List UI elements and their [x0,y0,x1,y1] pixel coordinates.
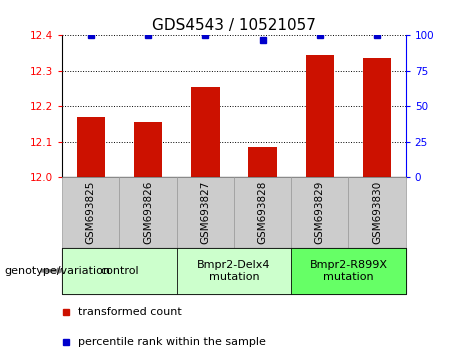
Bar [191,87,219,177]
Text: GSM693827: GSM693827 [201,181,210,244]
Bar [234,177,291,248]
Bar [363,58,391,177]
Text: transformed count: transformed count [78,307,182,317]
Bar [134,122,162,177]
Text: GSM693830: GSM693830 [372,181,382,244]
Bar [77,117,105,177]
Text: Bmpr2-Delx4
mutation: Bmpr2-Delx4 mutation [197,260,271,282]
Bar [62,177,119,248]
Text: GSM693829: GSM693829 [315,181,325,244]
Text: control: control [100,266,139,276]
Bar [62,248,177,294]
Text: genotype/variation: genotype/variation [5,266,111,276]
Text: GSM693826: GSM693826 [143,181,153,244]
Bar [248,147,277,177]
Bar [177,177,234,248]
Text: percentile rank within the sample: percentile rank within the sample [78,337,266,347]
Title: GDS4543 / 10521057: GDS4543 / 10521057 [152,18,316,33]
Bar [119,177,177,248]
Bar [291,248,406,294]
Text: GSM693828: GSM693828 [258,181,267,244]
Text: GSM693825: GSM693825 [86,181,96,244]
Bar [177,248,291,294]
Bar [291,177,349,248]
Bar [306,55,334,177]
Text: Bmpr2-R899X
mutation: Bmpr2-R899X mutation [309,260,387,282]
Bar [349,177,406,248]
